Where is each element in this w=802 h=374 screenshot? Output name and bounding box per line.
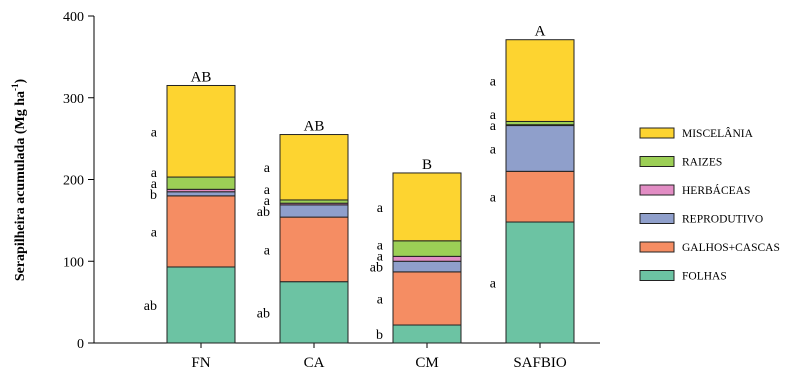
bar-segment	[279, 204, 349, 218]
legend-swatch	[639, 213, 675, 224]
segment-letter: a	[490, 75, 497, 90]
legend-label: MISCELÂNIA	[682, 126, 754, 140]
segment-letter: a	[264, 161, 271, 176]
bar-segment	[392, 240, 462, 257]
bar-segment	[392, 172, 462, 242]
y-tick-label: 200	[63, 174, 84, 189]
bar-segment	[505, 170, 575, 223]
bar-segment	[392, 271, 462, 326]
segment-letter: a	[490, 191, 497, 206]
legend: MISCELÂNIA RAIZES HERBÁCEAS REPRODUTIVO GALH…	[639, 126, 780, 283]
legend-label: RAIZES	[682, 157, 722, 169]
legend-swatch	[639, 127, 675, 139]
legend-swatch	[639, 156, 675, 167]
axes: 0 100 200 300 400 FN CA CM SAFBIO	[63, 10, 600, 371]
segment-letter: ab	[257, 205, 270, 220]
y-tick-label: 0	[77, 337, 84, 352]
bar-segment	[279, 134, 349, 201]
legend-label: HERBÁCEAS	[682, 183, 750, 197]
segment-letter: ab	[257, 306, 270, 321]
legend-label: REPRODUTIVO	[682, 214, 763, 226]
y-tick-label: 300	[63, 92, 84, 107]
y-tick-label: 100	[63, 255, 84, 270]
legend-label: GALHOS+CASCAS	[682, 242, 780, 254]
total-letter: B	[422, 157, 432, 173]
segment-letter: a	[377, 201, 384, 216]
bar-segment	[166, 176, 236, 190]
bars	[166, 39, 575, 344]
bar-segment	[279, 281, 349, 344]
bar-segment	[166, 266, 236, 344]
segment-letter: a	[151, 177, 158, 192]
legend-swatch	[639, 241, 675, 253]
x-tick-label: CA	[304, 355, 325, 371]
segment-letter: a	[151, 125, 158, 140]
bar-segment	[166, 191, 236, 197]
bar-segment	[166, 84, 236, 178]
x-tick-label: CM	[415, 355, 438, 371]
bar-segment	[392, 255, 462, 262]
bar-segment	[505, 221, 575, 344]
segment-letter: a	[377, 239, 384, 254]
y-axis-label: Serapilheira acumulada (Mg ha-1)	[10, 79, 28, 282]
bar-segment	[505, 125, 575, 172]
bar-segment	[279, 216, 349, 283]
legend-swatch	[639, 270, 675, 281]
total-letter: A	[535, 24, 546, 40]
bar-segment	[505, 39, 575, 122]
segment-letter: a	[264, 194, 271, 209]
x-tick-label: FN	[191, 355, 210, 371]
segment-letter: a	[490, 108, 497, 123]
segment-letter: a	[151, 166, 158, 181]
segment-letter: ab	[370, 261, 383, 276]
x-tick-label: SAFBIO	[513, 355, 567, 371]
total-letter: AB	[304, 119, 325, 135]
bar-segment	[166, 195, 236, 268]
segment-letter: a	[490, 277, 497, 292]
segment-letter: a	[151, 225, 158, 240]
legend-swatch	[639, 184, 675, 196]
total-letter: AB	[191, 69, 212, 85]
segment-letter: b	[376, 328, 383, 343]
segment-letter: a	[490, 142, 497, 157]
segment-letter: a	[377, 292, 384, 307]
segment-letter: ab	[144, 299, 157, 314]
legend-label: FOLHAS	[682, 271, 727, 283]
segment-letter: a	[264, 243, 271, 258]
segment-letter: a	[264, 183, 271, 198]
segment-letter: a	[377, 250, 384, 265]
segment-letter: a	[490, 119, 497, 134]
bar-segment	[392, 324, 462, 344]
segment-letter: b	[150, 188, 157, 203]
y-tick-label: 400	[63, 10, 84, 25]
bar-segment	[392, 260, 462, 273]
